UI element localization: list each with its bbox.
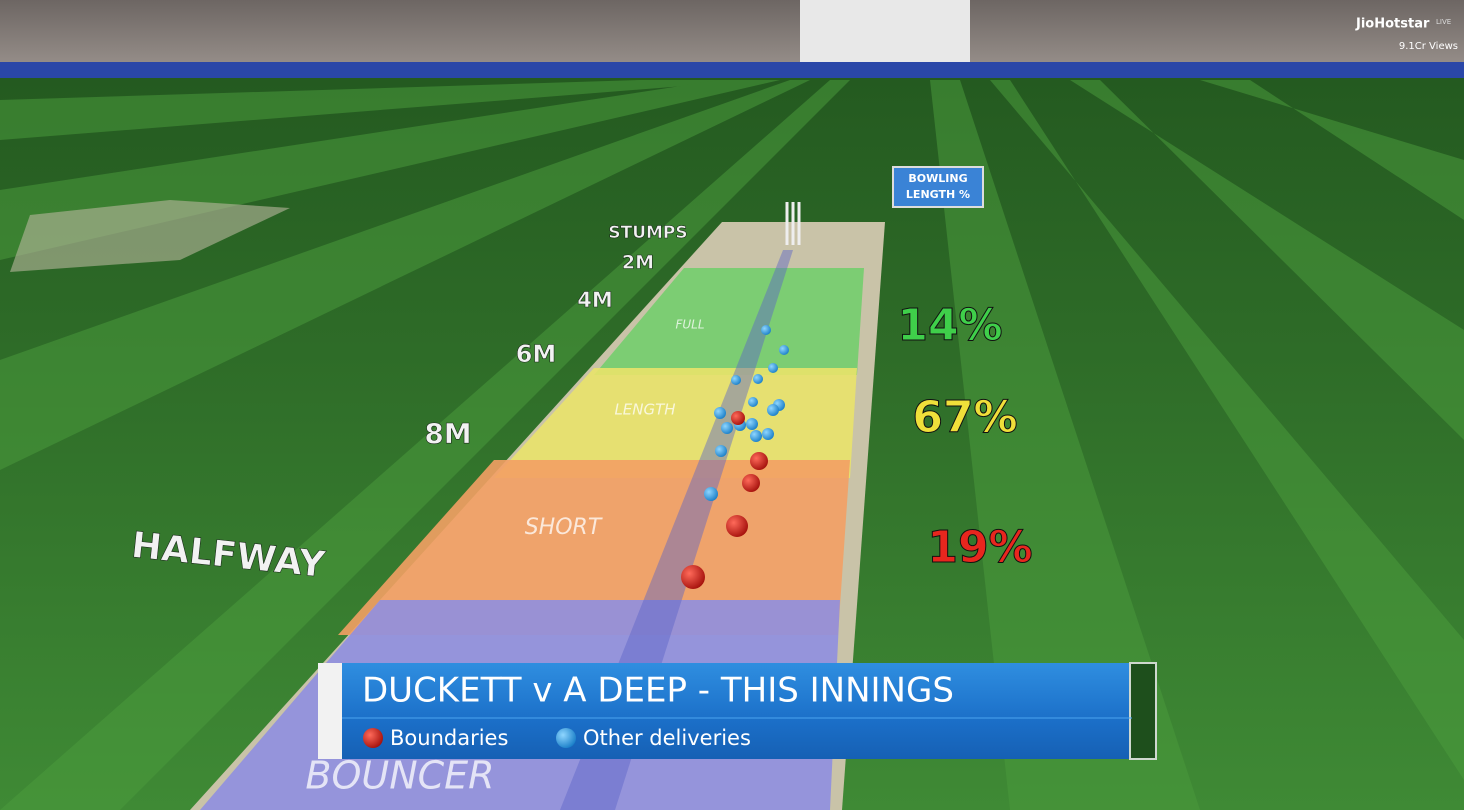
- ball-other: [762, 428, 774, 440]
- banner-end: [1129, 662, 1157, 760]
- distance-label: 2M: [622, 252, 654, 274]
- sign-text: BOWLING LENGTH %: [905, 172, 971, 201]
- ball-boundary: [726, 515, 748, 537]
- zone-length: [494, 368, 857, 478]
- ball-boundary: [742, 474, 760, 492]
- ball-boundary: [750, 452, 768, 470]
- zone-percent: 14%: [897, 300, 1002, 351]
- zone-label: SHORT: [525, 515, 603, 540]
- distance-label: 8M: [424, 417, 471, 450]
- zone-percent: 67%: [912, 392, 1017, 443]
- distance-label: 4M: [577, 288, 613, 312]
- zone-short: [338, 460, 850, 635]
- zone-label: LENGTH: [614, 401, 675, 419]
- banner-title: DUCKETT v A DEEP - THIS INNINGS: [362, 671, 954, 711]
- distance-label: 6M: [516, 340, 557, 368]
- legend-label: Other deliveries: [583, 726, 751, 750]
- ball-other: [731, 375, 741, 385]
- sign-board: [892, 166, 984, 208]
- zone-full: [594, 268, 864, 375]
- ball-other: [748, 397, 758, 407]
- views-count: 9.1Cr Views: [1399, 41, 1458, 52]
- ball-other: [779, 345, 789, 355]
- deliveries: [681, 325, 789, 589]
- ball-other: [768, 363, 778, 373]
- ball-boundary: [681, 565, 705, 589]
- live-tag: LIVE: [1436, 18, 1451, 26]
- sign-box: BOWLING LENGTH %: [905, 172, 971, 201]
- ball-other: [715, 445, 727, 457]
- banner: [342, 663, 1132, 759]
- ball-other: [714, 407, 726, 419]
- ball-other: [750, 430, 762, 442]
- boards: [0, 62, 1464, 80]
- zone-label: FULL: [675, 318, 704, 332]
- other-pitch: [10, 200, 290, 272]
- channel-logo: JioHotstar: [1355, 17, 1430, 32]
- legend-icon-other: [556, 728, 576, 748]
- zone-label: BOUNCER: [305, 754, 494, 798]
- ball-boundary: [731, 411, 745, 425]
- distance-label: STUMPS: [608, 223, 687, 243]
- ball-other: [704, 487, 718, 501]
- ball-other: [746, 418, 758, 430]
- legend-label: Boundaries: [390, 726, 508, 750]
- ball-other: [767, 404, 779, 416]
- zone-percent: 19%: [927, 522, 1032, 573]
- ball-other: [753, 374, 763, 384]
- ball-other: [761, 325, 771, 335]
- stands: [0, 0, 1464, 72]
- banner-edge: [318, 663, 342, 759]
- legend-icon-boundary: [363, 728, 383, 748]
- ball-other: [721, 422, 733, 434]
- sight-screen: [800, 0, 970, 70]
- stumps-graphic: [785, 202, 801, 245]
